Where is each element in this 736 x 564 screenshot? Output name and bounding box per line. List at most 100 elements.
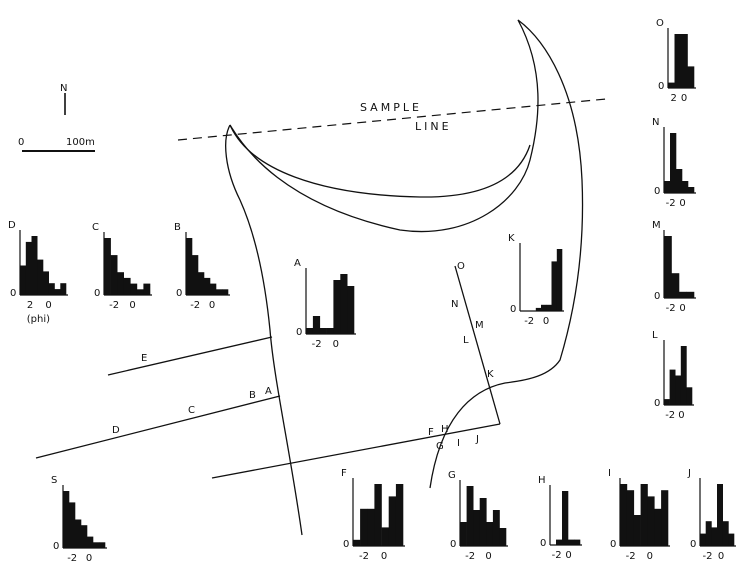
histogram-j-bar-1 xyxy=(705,521,712,546)
histogram-i-bar-2 xyxy=(633,515,641,546)
histogram-o-tick-0: 2 xyxy=(671,93,677,104)
histogram-l-bar-1 xyxy=(669,369,676,405)
histogram-a-bar-5 xyxy=(340,274,348,334)
histogram-h-bar-4 xyxy=(574,539,581,545)
histogram-d-bar-6 xyxy=(54,289,61,295)
histogram-d-bar-2 xyxy=(31,236,38,295)
point-d: D xyxy=(112,425,120,436)
dune-outline xyxy=(225,124,303,536)
histogram-i-origin: 0 xyxy=(610,539,616,550)
point-g: G xyxy=(436,441,444,452)
histogram-a-bar-6 xyxy=(347,286,355,334)
histogram-s-bar-4 xyxy=(87,536,94,548)
histogram-k-bar-4 xyxy=(541,304,547,311)
scale-distance-label: 100m xyxy=(66,137,95,148)
histogram-l-title: L xyxy=(652,330,658,341)
histogram-g-origin: 0 xyxy=(450,539,456,550)
point-f: F xyxy=(428,427,434,438)
histogram-a-origin: 0 xyxy=(296,327,302,338)
point-o: O xyxy=(457,261,465,272)
histogram-s-bar-3 xyxy=(81,525,88,548)
histogram-g: G 0 -2 0 xyxy=(448,470,508,562)
histogram-l: L0-2 0 xyxy=(652,330,694,421)
histogram-n-tick-0: -2 xyxy=(666,198,676,209)
histogram-d-bar-0 xyxy=(20,265,26,295)
histogram-m: M0-2 0 xyxy=(652,220,696,314)
histogram-j-bar-5 xyxy=(728,533,735,546)
histogram-f-title: F xyxy=(341,468,347,479)
point-b: B xyxy=(249,390,256,401)
histogram-g-bar-0 xyxy=(460,522,467,546)
histogram-g-bar-1 xyxy=(466,486,474,546)
histogram-h-origin: 0 xyxy=(540,538,546,549)
histogram-k-bar-7 xyxy=(556,249,563,311)
histogram-i: I 0 -2 0 xyxy=(608,468,670,562)
histogram-d-bar-5 xyxy=(48,283,55,295)
histogram-i-tick-1: 0 xyxy=(647,551,653,562)
histogram-l-tick-0: -2 xyxy=(665,410,675,421)
histogram-c-bar-6 xyxy=(143,283,151,295)
histogram-o: O 02 0 xyxy=(656,18,696,104)
histogram-k-bar-3 xyxy=(535,307,542,311)
histogram-l-bar-4 xyxy=(686,387,693,405)
histogram-s-origin: 0 xyxy=(53,541,59,552)
histogram-a-bar-3 xyxy=(326,328,334,334)
histogram-b-title: B xyxy=(174,222,181,233)
histogram-o-bar-1 xyxy=(674,34,682,88)
histogram-h: H0-2 0 xyxy=(538,475,582,561)
histogram-n-bar-0 xyxy=(664,181,671,193)
histogram-k-title: K xyxy=(508,233,515,244)
histogram-d-xlabel: (phi) xyxy=(27,314,50,325)
histogram-m-tick-1: 0 xyxy=(679,303,685,314)
histogram-i-bar-5 xyxy=(654,508,662,546)
point-h: H xyxy=(441,424,449,435)
histogram-k-tick-0: -2 xyxy=(524,316,534,327)
histogram-f-bar-0 xyxy=(353,539,361,546)
histogram-b-bar-4 xyxy=(210,283,217,295)
histogram-m-origin: 0 xyxy=(654,291,660,302)
histogram-k-origin: 0 xyxy=(510,304,516,315)
point-c: C xyxy=(188,405,195,416)
histogram-c-bar-1 xyxy=(110,255,118,295)
histogram-b-tick-0: -2 xyxy=(190,300,200,311)
histogram-n-bar-4 xyxy=(688,187,695,193)
histogram-d-origin: 0 xyxy=(10,288,16,299)
histogram-n-bar-1 xyxy=(670,133,677,193)
point-m: M xyxy=(475,320,484,331)
histogram-o-title: O xyxy=(656,18,664,29)
histogram-b: B 0 -2 0 xyxy=(174,222,230,311)
histogram-f-bar-6 xyxy=(395,484,404,546)
histogram-a-bar-0 xyxy=(306,328,314,334)
histogram-o-origin: 0 xyxy=(658,81,664,92)
histogram-k-tick-1: 0 xyxy=(543,316,549,327)
histogram-s-bar-1 xyxy=(69,502,76,548)
histogram-s-bar-5 xyxy=(93,542,100,548)
scale-zero-label: 0 xyxy=(18,137,24,148)
histogram-h-bar-1 xyxy=(556,539,563,545)
histogram-g-title: G xyxy=(448,470,456,481)
histogram-b-bar-3 xyxy=(204,277,211,295)
histogram-s-bar-2 xyxy=(75,519,82,548)
histogram-g-bar-3 xyxy=(479,498,487,546)
histogram-h-title: H xyxy=(538,475,546,486)
point-j: J xyxy=(475,434,479,445)
histogram-c-bar-5 xyxy=(136,289,144,295)
histogram-s-bar-0 xyxy=(63,491,70,548)
histogram-j-tick-0: -2 xyxy=(703,551,713,562)
north-arrow: N xyxy=(60,83,67,115)
histogram-j-origin: 0 xyxy=(690,539,696,550)
histogram-g-bar-5 xyxy=(492,510,500,546)
transect-d xyxy=(35,395,281,459)
histogram-n-title: N xyxy=(652,117,659,128)
histogram-i-bar-3 xyxy=(640,484,648,546)
histogram-c-title: C xyxy=(92,222,99,233)
histogram-g-bar-4 xyxy=(486,522,494,546)
histogram-j: J 0 -2 0 xyxy=(687,468,736,562)
histogram-f: F 0 -2 0 xyxy=(341,468,405,562)
histogram-s-bar-6 xyxy=(99,542,106,548)
histogram-k-bar-6 xyxy=(551,261,557,311)
histogram-i-bar-4 xyxy=(647,496,655,546)
histogram-a-tick-0: -2 xyxy=(312,339,322,350)
histogram-i-tick-0: -2 xyxy=(626,551,636,562)
histogram-b-bar-1 xyxy=(192,255,199,295)
